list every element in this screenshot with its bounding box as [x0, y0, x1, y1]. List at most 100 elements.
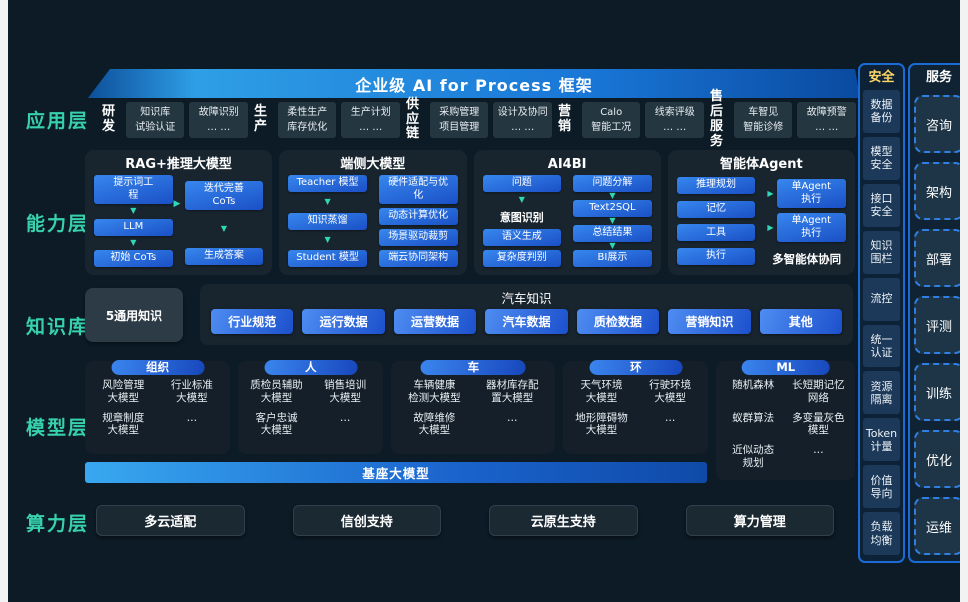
- model-cell: 车辆健康 检测大模型: [408, 379, 461, 404]
- app-chip: 线索评级 … …: [645, 102, 704, 138]
- model-cell: 故障维修 大模型: [413, 411, 456, 437]
- auto-knowledge-title: 汽车知识: [501, 291, 552, 306]
- model-cell: 行驶环境 大模型: [649, 379, 692, 404]
- app-chip: 设计及协同 … …: [493, 102, 552, 138]
- compute-box: 算力管理: [685, 505, 834, 536]
- card-title: 智能体Agent: [720, 157, 803, 172]
- rag-step: 迭代完善 CoTs: [184, 181, 264, 210]
- model-cell: 销售培训 大模型: [324, 379, 367, 404]
- edge-step: 知识蒸馏: [288, 212, 367, 230]
- app-group-name: 售后 服务: [709, 89, 723, 149]
- layer-label-application: 应用层: [26, 110, 90, 132]
- flow-arrow-down-icon: ▼: [609, 216, 616, 225]
- card-ai4bi: AI4BI 问题 ▼ 意图识别 语义生成 复杂度判别 问题分解 ▼ Text2S…: [473, 150, 661, 275]
- ai4bi-step: 意图识别: [499, 210, 544, 224]
- model-cell: …: [339, 411, 351, 424]
- layer-label-capability: 能力层: [26, 213, 90, 235]
- agent-component: 工具: [676, 224, 756, 242]
- model-cell: 风险管理 大模型: [102, 379, 145, 404]
- capability-row: RAG+推理大模型 ▶ 提示词工 程 ▼ LLM ▼ 初始 CoTs 迭代完善 …: [85, 150, 855, 275]
- app-chip: Calo 智能工况: [581, 102, 641, 138]
- ai4bi-step: BI展示: [573, 250, 652, 267]
- edge-feature: 场景驱动裁剪: [378, 229, 458, 246]
- model-cell: 长短期记忆 网络: [792, 379, 845, 404]
- auto-knowledge-box: 汽车知识 行业规范 运行数据 运营数据 汽车数据 质检数据 营销知识 其他: [200, 284, 853, 345]
- card-title: AI4BI: [547, 157, 587, 172]
- compute-box: 多云适配: [96, 505, 245, 536]
- flow-arrow-down-icon: ▼: [324, 234, 331, 244]
- compute-box: 云原生支持: [489, 505, 638, 536]
- flow-arrow-right-icon: ▶: [767, 222, 774, 232]
- flow-arrow-down-icon: ▼: [130, 206, 137, 216]
- security-item: 接口 安全: [863, 183, 900, 227]
- model-cell: 器材库存配 置大模型: [486, 379, 539, 404]
- knowledge-chip: 其他: [759, 309, 842, 334]
- app-group-name: 生产: [253, 104, 267, 134]
- service-item: 评测: [914, 296, 960, 354]
- application-row: 研发 知识库 试验认证 故障识别 … … 生产 柔性生产 库存优化 生产计划 ……: [96, 89, 856, 149]
- card-title: 端侧大模型: [340, 157, 406, 172]
- model-cell: 随机森林: [732, 379, 775, 391]
- security-item: 知识 围栏: [863, 230, 900, 274]
- edge-feature: 动态计算优化: [378, 208, 458, 225]
- app-group-rnd: 研发 知识库 试验认证 故障识别 … …: [96, 102, 248, 138]
- model-group-pill: 环: [589, 360, 683, 375]
- ai4bi-step: 总结结果: [573, 225, 652, 242]
- model-group-vehicle: 车 车辆健康 检测大模型 器材库存配 置大模型 故障维修 大模型 …: [391, 360, 556, 454]
- ai4bi-step: Text2SQL: [573, 200, 652, 217]
- rag-step: 生成答案: [184, 248, 264, 265]
- framework-diagram: 企业级 AI for Process 框架 应用层 能力层 知识库 模型层 算力…: [8, 0, 960, 602]
- model-cell: …: [813, 444, 824, 457]
- model-cell: …: [186, 411, 198, 424]
- app-chip: 车智见 智能诊修: [733, 102, 793, 138]
- security-item: 数据 备份: [863, 90, 900, 133]
- flow-arrow-down-icon: ▼: [220, 224, 228, 233]
- edge-feature: 端云协同架构: [378, 250, 458, 267]
- app-group-supply-chain: 供应 链 采购管理 项目管理 设计及协同 … …: [400, 97, 552, 143]
- edge-step: Teacher 模型: [288, 175, 367, 192]
- agent-component: 推理规划: [676, 177, 756, 194]
- flow-arrow-down-icon: ▼: [518, 195, 525, 205]
- edge-step: Student 模型: [288, 250, 367, 267]
- general-knowledge-box: 5通用知识: [85, 288, 183, 342]
- model-cell: 规章制度 大模型: [102, 411, 145, 437]
- flow-arrow-right-icon: ▶: [173, 199, 181, 209]
- model-group-people: 人 质检员辅助 大模型 销售培训 大模型 客户忠诚 大模型 …: [238, 360, 384, 454]
- rag-step: 提示词工 程: [94, 175, 173, 204]
- card-rag-reasoning: RAG+推理大模型 ▶ 提示词工 程 ▼ LLM ▼ 初始 CoTs 迭代完善 …: [85, 150, 273, 275]
- service-item: 咨询: [914, 95, 960, 153]
- card-agent: 智能体Agent 推理规划 记忆 工具 执行 ▶ 单Agent 执行 ▶ 单Ag…: [667, 150, 855, 275]
- app-chip: 故障预警 … …: [797, 102, 856, 138]
- service-item: 运维: [914, 497, 960, 555]
- app-chip: 柔性生产 库存优化: [277, 102, 337, 138]
- model-cell: 行业标准 大模型: [170, 379, 213, 404]
- model-group-pill: ML: [741, 360, 831, 375]
- security-item: 负载 均衡: [863, 512, 900, 556]
- security-item: 流控: [863, 277, 900, 321]
- rag-step: LLM: [94, 218, 173, 236]
- model-cell: …: [507, 411, 518, 424]
- knowledge-chip: 行业规范: [211, 309, 294, 334]
- model-cell: 多变量灰色 模型: [792, 411, 845, 437]
- compute-row: 多云适配 信创支持 云原生支持 算力管理: [96, 505, 834, 536]
- card-title: RAG+推理大模型: [125, 157, 232, 172]
- flow-arrow-down-icon: ▼: [130, 237, 137, 247]
- service-item: 部署: [914, 229, 960, 287]
- knowledge-chip: 汽车数据: [485, 309, 568, 334]
- agent-component: 执行: [676, 247, 756, 265]
- security-item: 统一 认证: [863, 324, 900, 368]
- model-cell: 蚁群算法: [732, 411, 775, 424]
- app-group-name: 研发: [101, 104, 115, 134]
- knowledge-chip: 运行数据: [302, 309, 385, 334]
- app-chip: 故障识别 … …: [189, 102, 248, 138]
- ai4bi-step: 语义生成: [482, 228, 562, 246]
- multi-agent-caption: 多智能体协同: [772, 252, 842, 266]
- layer-label-model: 模型层: [26, 417, 90, 439]
- model-cell: 地形障碍物 大模型: [575, 411, 628, 437]
- compute-box: 信创支持: [292, 505, 441, 536]
- model-cell: 客户忠诚 大模型: [255, 411, 298, 437]
- knowledge-chip: 运营数据: [393, 309, 477, 334]
- model-row: 组织 风险管理 大模型 行业标准 大模型 规章制度 大模型 … 人 质检员辅助 …: [85, 360, 855, 480]
- model-group-ml: ML 随机森林 长短期记忆 网络 蚁群算法 多变量灰色 模型 近似动态 规划 …: [716, 360, 855, 480]
- ai4bi-step: 问题分解: [573, 175, 652, 192]
